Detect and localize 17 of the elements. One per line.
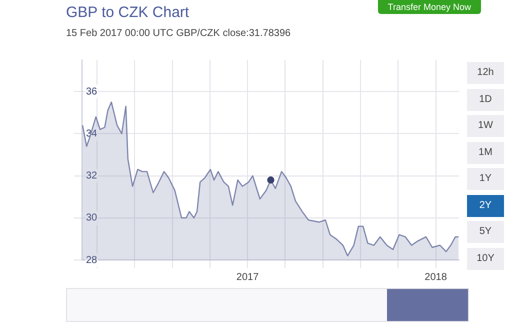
text: 1Y <box>467 168 504 190</box>
text: Transfer Money Now <box>378 0 481 14</box>
text: 1D <box>467 88 504 110</box>
text: 5Y <box>467 221 504 243</box>
y-tick-label: 28 <box>86 254 98 266</box>
y-tick-label: 36 <box>86 86 98 98</box>
text: 10Y <box>467 248 504 270</box>
y-tick-label: 32 <box>86 170 98 182</box>
x-tick-label: 2017 <box>236 272 260 283</box>
text: 1M <box>467 142 504 164</box>
chart-title: GBP to CZK Chart <box>66 4 190 21</box>
text: 2Y <box>467 194 504 216</box>
text: 1W <box>467 115 504 137</box>
y-tick-label: 30 <box>86 212 98 224</box>
x-tick-label: 2018 <box>424 272 448 283</box>
text: 12h <box>467 62 504 84</box>
chart-subtitle: 15 Feb 2017 00:00 UTC GBP/CZK close:31.78396 <box>66 28 291 39</box>
